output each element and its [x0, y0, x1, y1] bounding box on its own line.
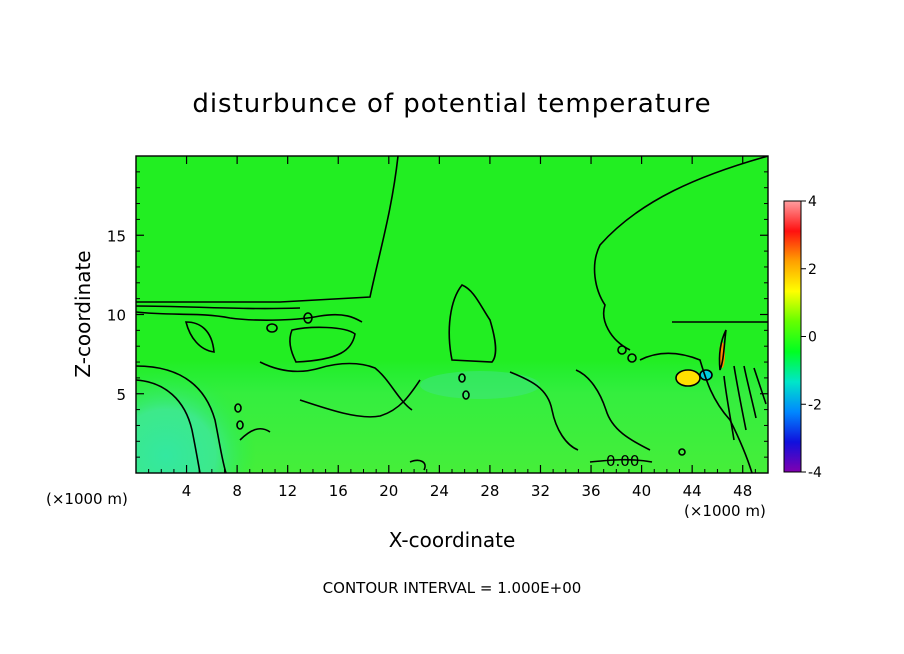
x-tick-label: 28 — [480, 482, 499, 500]
contour-cell-2 — [289, 326, 356, 363]
contour-cell-1 — [184, 321, 215, 353]
contour-waves-4 — [753, 367, 767, 405]
colorbar-tick-label: 4 — [808, 194, 817, 210]
x-tick-label: 20 — [379, 482, 398, 500]
contour-lower-1 — [239, 428, 271, 441]
mid-cool-shading — [420, 371, 540, 399]
x-tick-label: 4 — [182, 482, 192, 500]
cool-pool-shading — [136, 360, 256, 473]
contour-blob-3 — [234, 403, 242, 413]
contour-cool-pool-2 — [136, 379, 201, 473]
contour-cool-anomaly — [699, 369, 713, 381]
contour-cool-pool-1 — [136, 365, 227, 473]
contour-upper-left — [136, 156, 399, 303]
colorbar-tick-label: -2 — [808, 397, 822, 413]
contour-warm-anomaly — [675, 369, 701, 387]
contour-right-plume — [593, 156, 768, 351]
contour-mid-4 — [575, 369, 651, 451]
contour-lower-2 — [409, 459, 426, 471]
x-tick-label: 48 — [733, 482, 752, 500]
contour-blob-2 — [266, 323, 278, 333]
x-axis-ticks: 4 8 12 16 20 24 28 32 36 40 44 48 — [148, 156, 756, 500]
x-tick-label: 36 — [581, 482, 600, 500]
x-unit-label-right: (×1000 m) — [684, 502, 766, 520]
x-unit-label: (×1000 m) — [46, 490, 128, 508]
x-tick-label: 32 — [531, 482, 550, 500]
colorbar — [783, 200, 802, 473]
contour-mid-2 — [299, 379, 421, 418]
contour-blob-4 — [236, 420, 244, 430]
contour-blob-6 — [462, 390, 470, 400]
x-tick-label: 44 — [683, 482, 702, 500]
contour-level-11 — [136, 305, 301, 310]
y-tick-label: 10 — [107, 307, 126, 325]
x-tick-label: 24 — [430, 482, 449, 500]
x-tick-label: 16 — [329, 482, 348, 500]
y-axis-label: Z-coordinate — [71, 250, 95, 377]
x-axis-label: X-coordinate — [389, 528, 516, 552]
x-tick-label: 40 — [632, 482, 651, 500]
contour-blob-7 — [617, 345, 627, 355]
warm-anomaly-shading — [676, 370, 700, 386]
contour-lines — [136, 156, 768, 473]
cool-anomaly-shading — [700, 370, 712, 380]
contour-blob-8 — [627, 353, 637, 363]
contour-waves-3 — [743, 365, 757, 419]
x-tick-label: 8 — [232, 482, 242, 500]
chart-title: disturbunce of potential temperature — [192, 89, 711, 119]
x-tick-label: 12 — [278, 482, 297, 500]
colorbar-tick-label: 0 — [808, 330, 817, 346]
y-tick-label: 15 — [107, 227, 126, 245]
contour-waves-2 — [733, 365, 747, 431]
contour-label: 0.00 — [606, 452, 639, 470]
contour-waves-1 — [723, 375, 735, 441]
contour-tower — [448, 284, 497, 363]
contour-right-lower — [639, 352, 753, 473]
contour-interval: CONTOUR INTERVAL = 1.000E+00 — [323, 579, 582, 597]
contour-blob-5 — [458, 373, 466, 383]
y-axis-ticks: 5 10 15 — [107, 171, 768, 458]
plot-area: 0.00 — [136, 156, 768, 473]
contour-zero-line — [589, 458, 653, 463]
contour-warm-streak — [718, 329, 727, 371]
colorbar-tick-label: 2 — [808, 262, 817, 278]
contour-mid-1 — [259, 361, 413, 411]
contour-level-10 — [136, 311, 363, 323]
y-tick-label: 5 — [116, 386, 126, 404]
contour-blob-9 — [678, 448, 686, 456]
contour-blob-1 — [303, 312, 313, 324]
colorbar-ticks: 4 2 0 -2 -4 — [801, 194, 822, 481]
colorbar-tick-label: -4 — [808, 465, 822, 481]
contour-mid-3 — [509, 371, 579, 451]
